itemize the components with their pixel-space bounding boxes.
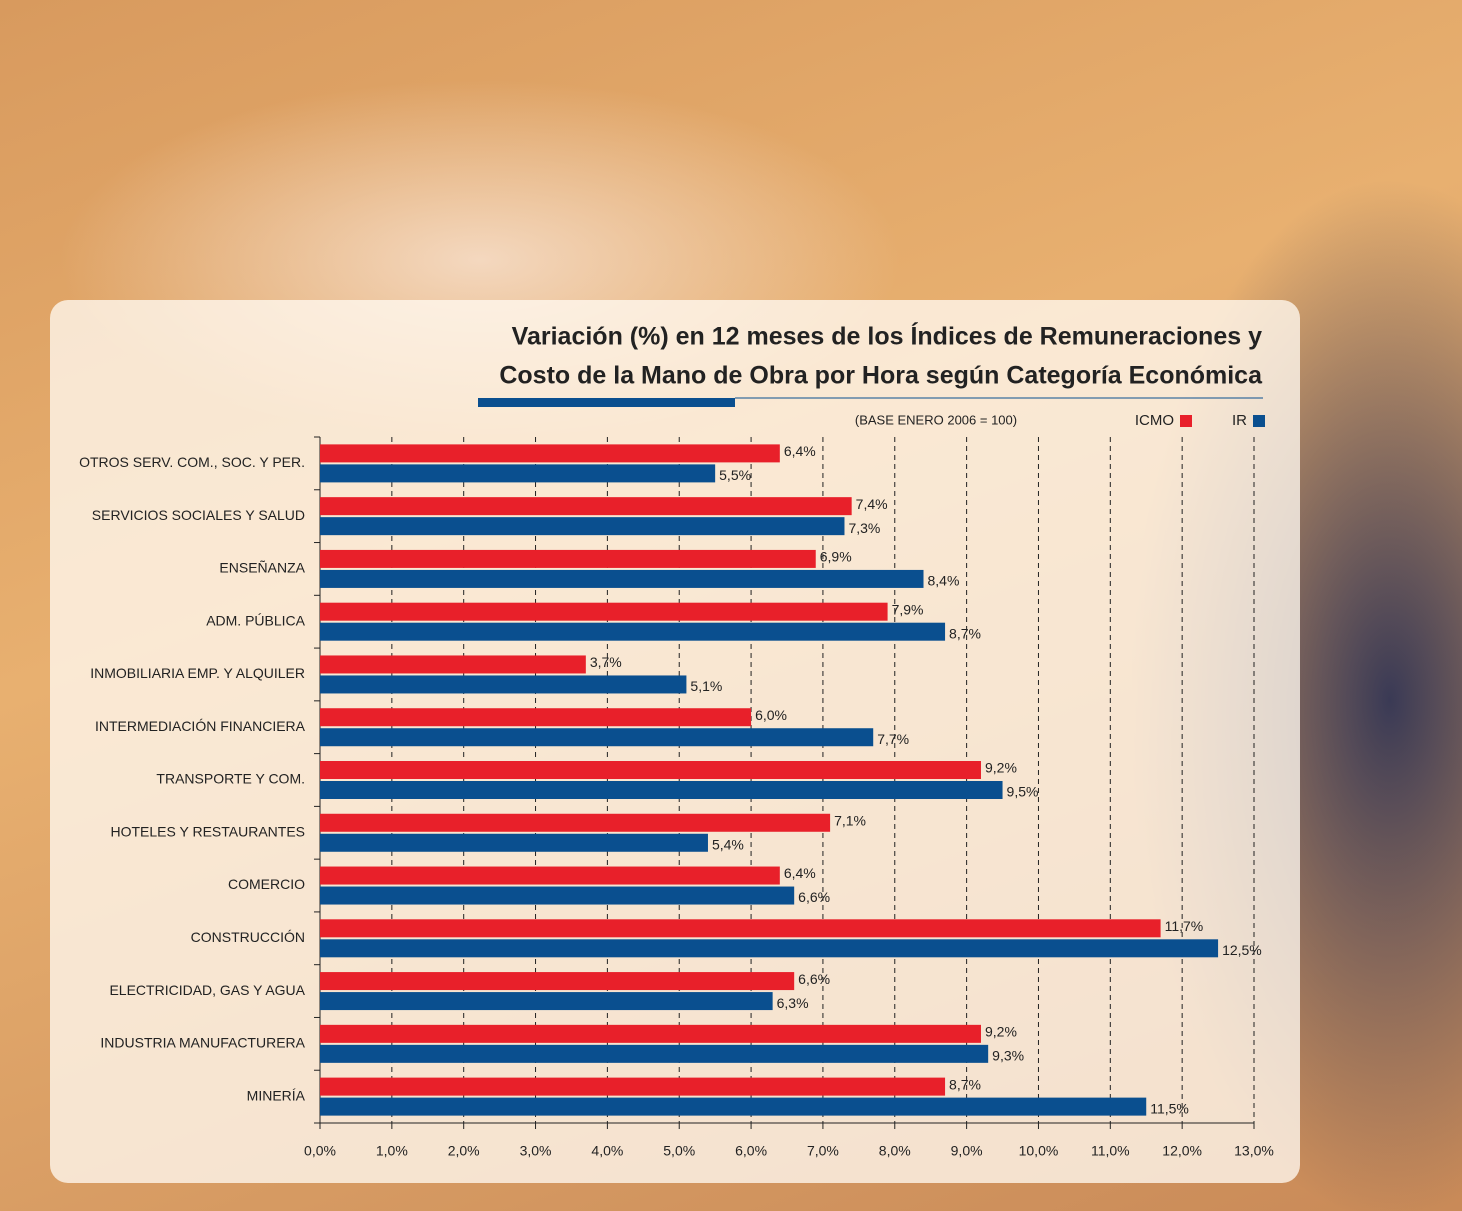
y-tick-label: COMERCIO	[228, 876, 305, 892]
value-label: 7,3%	[848, 520, 880, 536]
bar	[320, 814, 830, 832]
x-tick-label: 11,0%	[1091, 1143, 1130, 1159]
value-label: 11,7%	[1165, 918, 1204, 934]
value-label: 7,9%	[892, 601, 924, 617]
y-tick-label: INMOBILIARIA EMP. Y ALQUILER	[90, 665, 305, 681]
bar	[320, 708, 751, 726]
y-tick-label: ENSEÑANZA	[219, 560, 305, 576]
bar	[320, 603, 888, 621]
bar	[320, 761, 981, 779]
bar	[320, 972, 794, 990]
value-label: 6,0%	[755, 707, 787, 723]
value-label: 9,2%	[985, 1024, 1017, 1040]
y-tick-label: OTROS SERV. COM., SOC. Y PER.	[79, 454, 305, 470]
x-tick-label: 13,0%	[1234, 1143, 1274, 1159]
y-tick-label: TRANSPORTE Y COM.	[156, 771, 305, 787]
bar	[320, 992, 773, 1010]
value-label: 8,4%	[928, 573, 960, 589]
legend-label: IR	[1232, 412, 1247, 429]
x-tick-label: 12,0%	[1162, 1143, 1202, 1159]
x-tick-label: 1,0%	[376, 1143, 408, 1159]
bar	[320, 550, 816, 568]
x-tick-label: 5,0%	[663, 1143, 695, 1159]
y-tick-label: ELECTRICIDAD, GAS Y AGUA	[109, 982, 305, 998]
legend-label: ICMO	[1135, 412, 1174, 429]
value-label: 9,3%	[992, 1048, 1024, 1064]
y-tick-label: SERVICIOS SOCIALES Y SALUD	[92, 507, 305, 523]
bar	[320, 675, 686, 693]
y-tick-label: CONSTRUCCIÓN	[191, 929, 305, 945]
bar	[320, 834, 708, 852]
value-label: 9,5%	[1007, 784, 1039, 800]
value-label: 11,5%	[1150, 1100, 1189, 1116]
x-tick-label: 2,0%	[448, 1143, 480, 1159]
chart: Variación (%) en 12 meses de los Índices…	[0, 0, 1462, 1211]
bar	[320, 444, 780, 462]
value-label: 5,4%	[712, 836, 744, 852]
value-label: 8,7%	[949, 1076, 981, 1092]
x-tick-label: 0,0%	[304, 1143, 336, 1159]
value-label: 9,2%	[985, 760, 1017, 776]
bar	[320, 867, 780, 885]
bar	[320, 1045, 988, 1063]
y-tick-label: INDUSTRIA MANUFACTURERA	[100, 1035, 305, 1051]
value-label: 6,4%	[784, 443, 816, 459]
y-tick-label: HOTELES Y RESTAURANTES	[111, 823, 306, 839]
value-label: 6,9%	[820, 549, 852, 565]
value-label: 6,4%	[784, 865, 816, 881]
value-label: 5,5%	[719, 467, 751, 483]
bar	[320, 570, 924, 588]
x-tick-label: 10,0%	[1019, 1143, 1059, 1159]
chart-title: Variación (%) en 12 meses de los Índices…	[512, 322, 1262, 351]
x-tick-label: 6,0%	[735, 1143, 767, 1159]
x-tick-label: 9,0%	[951, 1143, 983, 1159]
bar	[320, 517, 844, 535]
value-label: 12,5%	[1222, 942, 1262, 958]
bar	[320, 655, 586, 673]
bar	[320, 781, 1003, 799]
bar	[320, 887, 794, 905]
bar	[320, 623, 945, 641]
page: Variación (%) en 12 meses de los Índices…	[0, 0, 1462, 1211]
value-label: 6,6%	[798, 971, 830, 987]
subtitle: (BASE ENERO 2006 = 100)	[855, 412, 1017, 427]
title-underline	[478, 398, 735, 407]
bar	[320, 1098, 1146, 1116]
bar	[320, 919, 1161, 937]
bar	[320, 1078, 945, 1096]
value-label: 7,4%	[856, 496, 888, 512]
x-tick-label: 7,0%	[807, 1143, 839, 1159]
bar	[320, 1025, 981, 1043]
value-label: 7,7%	[877, 731, 909, 747]
bar	[320, 939, 1218, 957]
y-tick-label: ADM. PÚBLICA	[206, 612, 305, 628]
value-label: 6,3%	[777, 995, 809, 1011]
value-label: 7,1%	[834, 812, 866, 828]
y-tick-label: MINERÍA	[247, 1087, 306, 1103]
value-label: 3,7%	[590, 654, 622, 670]
chart-title: Costo de la Mano de Obra por Hora según …	[499, 362, 1263, 390]
bar	[320, 728, 873, 746]
value-label: 8,7%	[949, 625, 981, 641]
value-label: 5,1%	[690, 678, 722, 694]
y-tick-label: INTERMEDIACIÓN FINANCIERA	[95, 718, 306, 734]
bar	[320, 464, 715, 482]
legend-swatch	[1180, 415, 1192, 427]
x-tick-label: 3,0%	[520, 1143, 552, 1159]
legend-swatch	[1253, 415, 1265, 427]
x-tick-label: 4,0%	[591, 1143, 623, 1159]
x-tick-label: 8,0%	[879, 1143, 911, 1159]
value-label: 6,6%	[798, 889, 830, 905]
bar	[320, 497, 852, 515]
